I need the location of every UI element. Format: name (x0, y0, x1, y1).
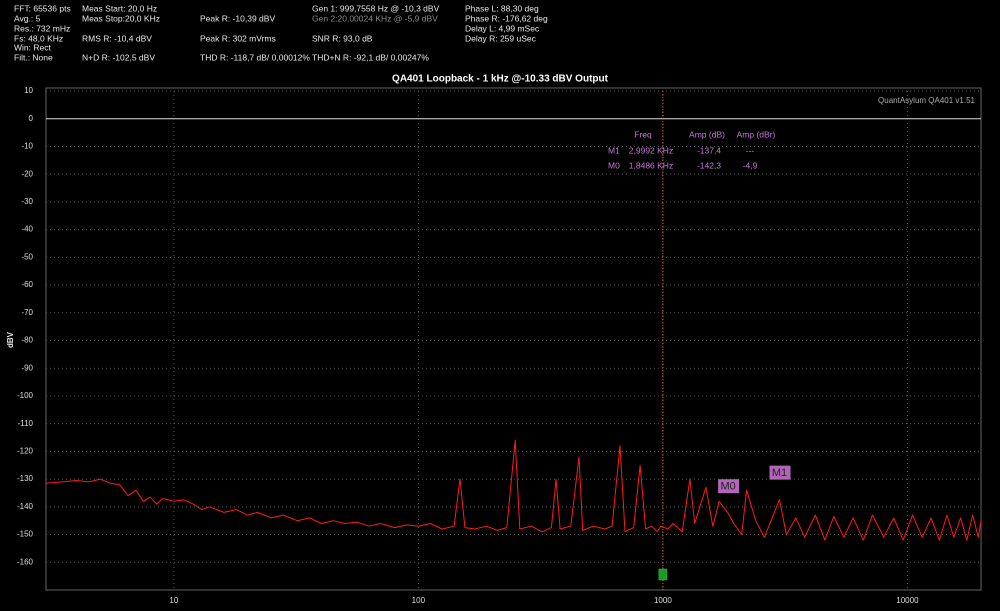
stat: FFT: 65536 pts (14, 3, 71, 13)
plot-frame (45, 87, 982, 591)
marker-box-label: M0 (720, 481, 735, 493)
y-tick-label: -90 (21, 363, 33, 372)
stat: Peak R: 302 mVrms (200, 33, 276, 43)
watermark: QuantAsylum QA401 v1.51 (878, 96, 975, 105)
marker-dbr: -4,9 (743, 160, 758, 170)
y-tick-label: -30 (21, 197, 33, 206)
y-tick-label: -100 (17, 391, 34, 400)
stat: Res.: 732 mHz (14, 23, 70, 33)
marker-amp: -142,3 (697, 160, 721, 170)
y-tick-label: -110 (18, 419, 34, 428)
spectrum-line (45, 439, 982, 541)
marker-table-header: Amp (dBr) (737, 129, 776, 139)
stat: Meas Start: 20,0 Hz (82, 3, 157, 13)
x-tick-label: 100 (412, 596, 426, 605)
x-tick-label: 10000 (896, 596, 919, 605)
chart-title: QA401 Loopback - 1 kHz @-10.33 dBV Outpu… (392, 74, 609, 85)
marker-box-label: M1 (772, 467, 787, 479)
y-tick-label: 0 (29, 114, 34, 123)
stat: Gen 2:20,00024 KHz @ -5,9 dBV (312, 13, 438, 23)
stat: Gen 1: 999,7558 Hz @ -10,3 dBV (312, 3, 440, 13)
y-axis-label: dBV (6, 331, 15, 348)
y-tick-label: 10 (24, 86, 33, 95)
marker-flag: M1 (769, 465, 791, 480)
stat: THD+N R: -92,1 dB/ 0,00247% (312, 52, 429, 62)
stat: Fs: 48,0 KHz (14, 33, 63, 43)
header-stats: FFT: 65536 pts Avg.: 5 Res.: 732 mHz Fs:… (14, 3, 548, 62)
x-tick-label: 1000 (654, 596, 672, 605)
cursor-handle (658, 568, 668, 581)
y-tick-label: -50 (21, 252, 33, 261)
y-tick-label: -80 (21, 336, 33, 345)
stat: Delay L: 4,99 mSec (465, 23, 540, 33)
marker-amp: -137,4 (697, 145, 721, 155)
y-tick-label: -10 (21, 142, 33, 151)
y-tick-label: -120 (17, 446, 34, 455)
y-tick-label: -140 (17, 502, 34, 511)
y-tick-label: -40 (21, 225, 33, 234)
stat: Win: Rect (14, 42, 51, 52)
stat: Avg.: 5 (14, 13, 41, 23)
stat: Phase R: -176,62 deg (465, 13, 548, 23)
stat: N+D R: -102,5 dBV (82, 52, 155, 62)
y-tick-label: -20 (21, 169, 33, 178)
marker-box (718, 479, 740, 494)
y-tick-label: -160 (17, 557, 34, 566)
stat: Meas Stop:20,0 KHz (82, 13, 160, 23)
marker-name: M0 (608, 160, 620, 170)
stat: Delay R: 259 uSec (465, 33, 537, 43)
y-tick-label: -60 (21, 280, 33, 289)
marker-name: M1 (608, 145, 620, 155)
stat: THD R: -118,7 dB/ 0,00012% (200, 52, 310, 62)
marker-freq: 2,9992 KHz (629, 145, 673, 155)
marker-table-header: Amp (dB) (689, 129, 725, 139)
stat: Phase L: 88,30 deg (465, 3, 539, 13)
marker-table-header: Freq (634, 129, 652, 139)
y-tick-label: -130 (17, 474, 34, 483)
marker-flag: M0 (718, 479, 740, 494)
marker-box (769, 465, 791, 480)
y-tick-label: -70 (21, 308, 33, 317)
x-tick-label: 10 (169, 596, 178, 605)
stat: Peak R: -10,39 dBV (200, 13, 275, 23)
marker-freq: 1,8486 KHz (629, 160, 673, 170)
marker-dbr: --- (746, 145, 755, 155)
stat: Filt.: None (14, 52, 53, 62)
stat: RMS R: -10,4 dBV (82, 33, 152, 43)
stat: SNR R: 93,0 dB (312, 33, 373, 43)
y-tick-label: -150 (17, 530, 34, 539)
